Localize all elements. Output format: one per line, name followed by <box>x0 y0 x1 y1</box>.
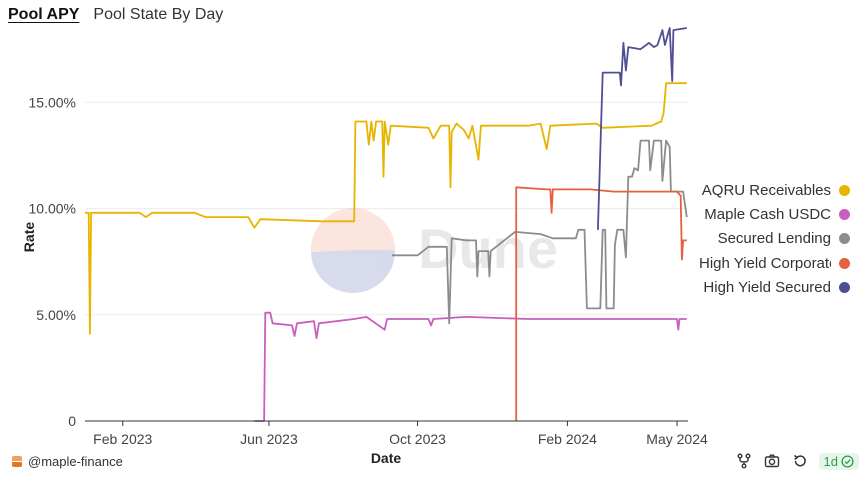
y-tick-label: 15.00% <box>29 94 76 110</box>
legend-label: AQRU Receivables <box>701 181 831 199</box>
legend-item[interactable]: AQRU Receivables <box>699 178 859 202</box>
legend-swatch <box>839 257 850 269</box>
y-tick-label: 0 <box>68 413 76 429</box>
check-icon <box>841 454 854 468</box>
legend-swatch <box>839 233 850 245</box>
legend-label: Secured Lending <box>717 230 831 248</box>
series-line-1 <box>254 311 687 422</box>
y-tick-label: 5.00% <box>36 307 76 323</box>
x-tick-label: Jun 2023 <box>240 431 298 447</box>
legend-item[interactable]: High Yield Corporate <box>699 251 859 275</box>
series-line-4 <box>597 27 687 230</box>
x-axis-label: Date <box>371 450 402 466</box>
legend-label: Maple Cash USDC <box>704 205 831 223</box>
chart-toolbar: 1d <box>735 452 859 470</box>
series-line-2 <box>392 139 688 325</box>
camera-icon[interactable] <box>763 452 781 470</box>
y-axis-label: Rate <box>21 222 37 253</box>
footer-username: @maple-finance <box>28 454 123 469</box>
fork-icon[interactable] <box>735 452 753 470</box>
user-avatar-icon <box>12 456 22 467</box>
y-tick-label: 10.00% <box>29 201 76 217</box>
x-tick-label: Feb 2024 <box>538 431 597 447</box>
refresh-badge-label: 1d <box>823 453 838 469</box>
tab-pool-apy[interactable]: Pool APY <box>8 6 80 23</box>
series-line-0 <box>85 82 687 335</box>
x-tick-label: Oct 2023 <box>389 431 446 447</box>
dune-watermark: Dune <box>310 207 558 293</box>
legend-label: High Yield Corporate <box>699 254 831 272</box>
chart-tabs: Pool APY Pool State By Day <box>8 4 223 26</box>
axes: 0 5.00% 10.00% 15.00% Feb 2023 Jun 2023 Oct 20… <box>29 94 708 447</box>
legend-swatch <box>839 208 850 220</box>
legend-label: High Yield Secured <box>703 278 831 296</box>
x-tick-label: Feb 2023 <box>93 431 152 447</box>
footer-user[interactable]: @maple-finance <box>12 454 123 469</box>
refresh-icon[interactable] <box>791 452 809 470</box>
legend-item[interactable]: High Yield Secured <box>699 275 859 299</box>
legend-item[interactable]: Secured Lending <box>699 227 859 251</box>
tab-pool-state-by-day[interactable]: Pool State By Day <box>93 6 224 23</box>
watermark-text: Dune <box>418 217 558 280</box>
refresh-badge[interactable]: 1d <box>818 452 859 470</box>
series-lines <box>85 27 688 422</box>
legend-item[interactable]: Maple Cash USDC <box>699 202 859 226</box>
x-tick-label: May 2024 <box>646 431 708 447</box>
series-line-3 <box>515 186 687 421</box>
legend-swatch <box>839 281 850 293</box>
legend: AQRU Receivables Maple Cash USDC Secured L… <box>699 178 859 299</box>
legend-swatch <box>839 184 850 196</box>
